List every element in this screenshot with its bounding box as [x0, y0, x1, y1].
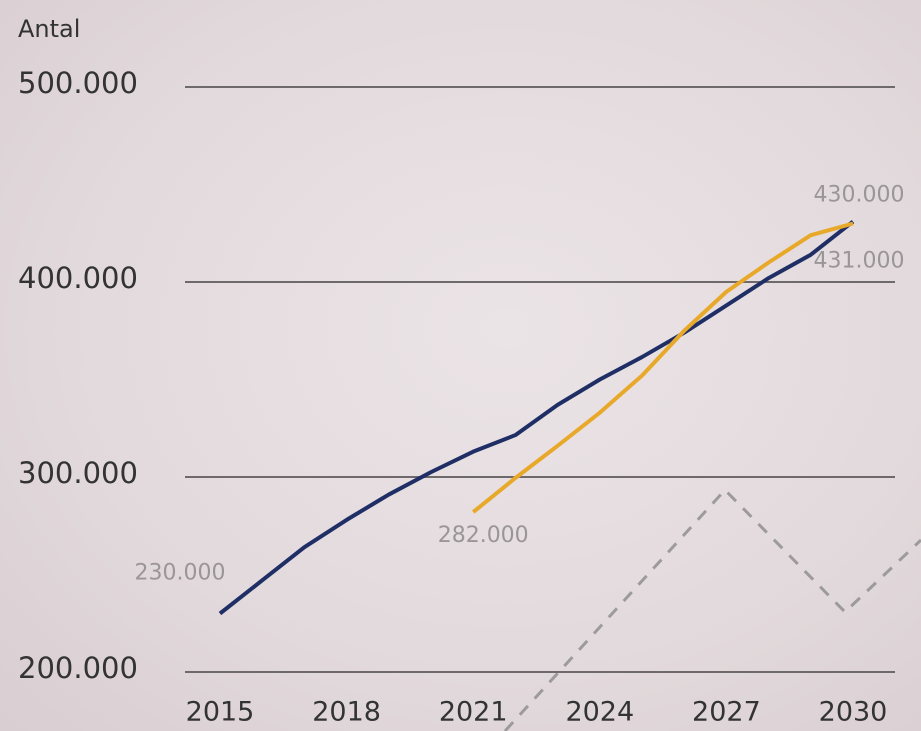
data-label: 430.000: [814, 183, 905, 208]
data-label: 230.000: [135, 561, 226, 586]
x-tick-label: 2021: [439, 697, 508, 728]
x-tick-label: 2015: [186, 697, 255, 728]
data-label: 431.000: [814, 249, 905, 274]
axis-label: Antal: [18, 15, 80, 43]
x-tick-label: 2027: [692, 697, 761, 728]
x-tick-label: 2030: [819, 697, 888, 728]
decoration: [503, 487, 921, 731]
y-tick-label: 300.000: [18, 456, 138, 490]
line: [218, 219, 855, 616]
y-tick-label: 400.000: [18, 261, 138, 295]
x-tick-label: 2018: [312, 697, 381, 728]
line: [471, 221, 854, 514]
y-tick-label: 200.000: [18, 651, 138, 685]
x-tick-label: 2024: [565, 697, 634, 728]
y-tick-label: 500.000: [18, 66, 138, 100]
data-label: 282.000: [438, 523, 529, 548]
